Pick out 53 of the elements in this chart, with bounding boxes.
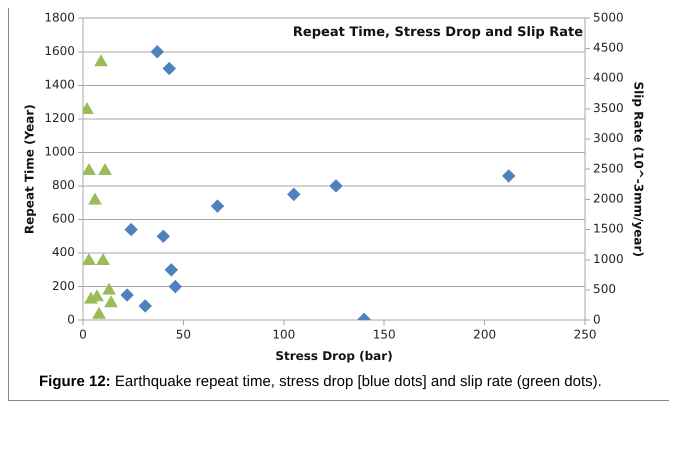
y-tick-label: 1800 bbox=[44, 10, 75, 24]
point bbox=[287, 188, 300, 201]
point bbox=[124, 223, 138, 236]
y2-tick-label: 2000 bbox=[593, 192, 624, 206]
y2-tick-label: 1500 bbox=[593, 222, 624, 236]
y2-tick-label: 5000 bbox=[593, 10, 624, 24]
caption: Figure 12: Earthquake repeat time, stress drop [blue dots] and slip rate (green dots). bbox=[39, 373, 602, 390]
point bbox=[104, 296, 118, 308]
x-tick-label: 50 bbox=[176, 328, 192, 342]
point bbox=[88, 193, 102, 205]
point bbox=[168, 280, 182, 294]
y-tick-label: 0 bbox=[67, 312, 75, 326]
y-tick-label: 1400 bbox=[44, 77, 75, 92]
y2-tick-label: 4000 bbox=[593, 70, 624, 85]
point bbox=[156, 230, 170, 243]
point bbox=[502, 169, 516, 182]
y2-tick-label: 1000 bbox=[593, 252, 624, 266]
x-tick-label: 250 bbox=[574, 328, 597, 342]
point bbox=[162, 62, 176, 76]
y-tick-label: 1600 bbox=[44, 44, 75, 58]
x-tick-label: 0 bbox=[79, 328, 87, 342]
y2-tick-label: 3500 bbox=[593, 100, 624, 115]
point bbox=[92, 307, 106, 319]
y-tick-label: 1000 bbox=[44, 144, 75, 159]
point bbox=[330, 179, 343, 192]
x-tick-label: 100 bbox=[272, 328, 296, 342]
y2-tick-label: 2500 bbox=[593, 161, 624, 176]
y-tick-label: 800 bbox=[52, 178, 75, 192]
y-tick-label: 1200 bbox=[44, 110, 75, 125]
x-tick-label: 150 bbox=[372, 328, 396, 342]
point bbox=[102, 283, 116, 295]
y2-tick-label: 0 bbox=[593, 312, 601, 326]
y-tick-label: 200 bbox=[52, 278, 75, 293]
y2-tick-label: 4500 bbox=[593, 40, 624, 55]
point bbox=[138, 299, 152, 312]
point bbox=[164, 263, 178, 276]
point bbox=[96, 254, 110, 266]
text: Repeat Time, Stress Drop and Slip Rate bbox=[292, 25, 584, 40]
point bbox=[82, 254, 96, 266]
y2-tick-label: 500 bbox=[593, 282, 616, 296]
point bbox=[94, 54, 108, 66]
y2-tick-label: 3000 bbox=[593, 131, 624, 146]
point bbox=[150, 45, 164, 58]
point bbox=[120, 288, 134, 302]
point bbox=[211, 200, 224, 213]
point bbox=[98, 164, 112, 176]
point bbox=[82, 164, 96, 176]
y-tick-label: 400 bbox=[52, 245, 75, 260]
y-tick-label: 600 bbox=[52, 212, 75, 226]
y-axis-title: Repeat Time (Year) bbox=[22, 104, 36, 234]
x-axis-title: Stress Drop (bar) bbox=[275, 348, 393, 363]
x-tick-label: 200 bbox=[473, 328, 496, 342]
y2-axis-title: Slip Rate (10^-3mm/year) bbox=[632, 81, 646, 257]
